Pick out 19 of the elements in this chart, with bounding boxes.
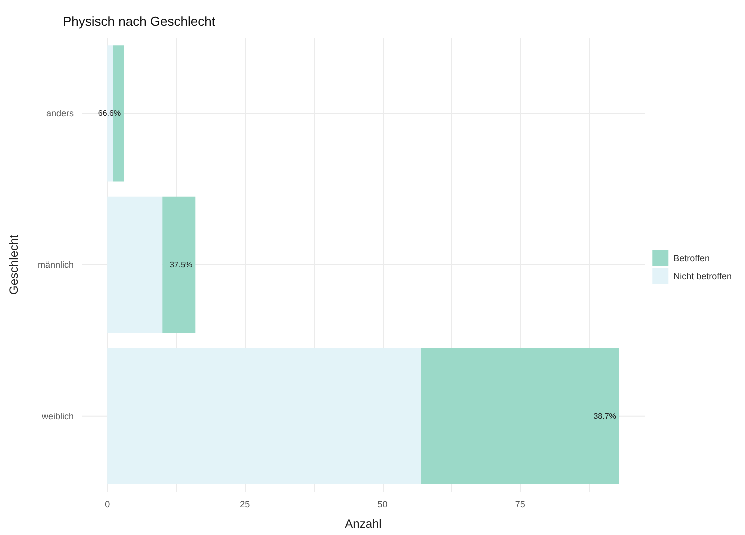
x-axis-title: Anzahl [345,517,382,531]
bar [108,348,422,484]
y-tick-label: weiblich [40,411,74,422]
x-tick-label: 0 [105,500,110,510]
annotation: 37.5% [170,260,193,270]
bar [162,196,196,334]
annotation: 38.7% [594,412,616,421]
y-tick-label: männlich [38,260,74,270]
annotation: 66.6% [98,109,122,118]
bar [421,348,620,484]
legend-label: Nicht betroffen [674,272,732,282]
bar [108,196,163,334]
legend-label: Betroffen [674,254,710,264]
x-tick-label: 25 [240,500,250,510]
chart-title: Physisch nach Geschlecht [63,14,216,29]
y-tick-label: anders [46,108,74,119]
x-tick-label: 75 [515,500,526,510]
y-axis-title: Geschlecht [7,234,21,296]
x-tick-label: 50 [378,500,388,510]
